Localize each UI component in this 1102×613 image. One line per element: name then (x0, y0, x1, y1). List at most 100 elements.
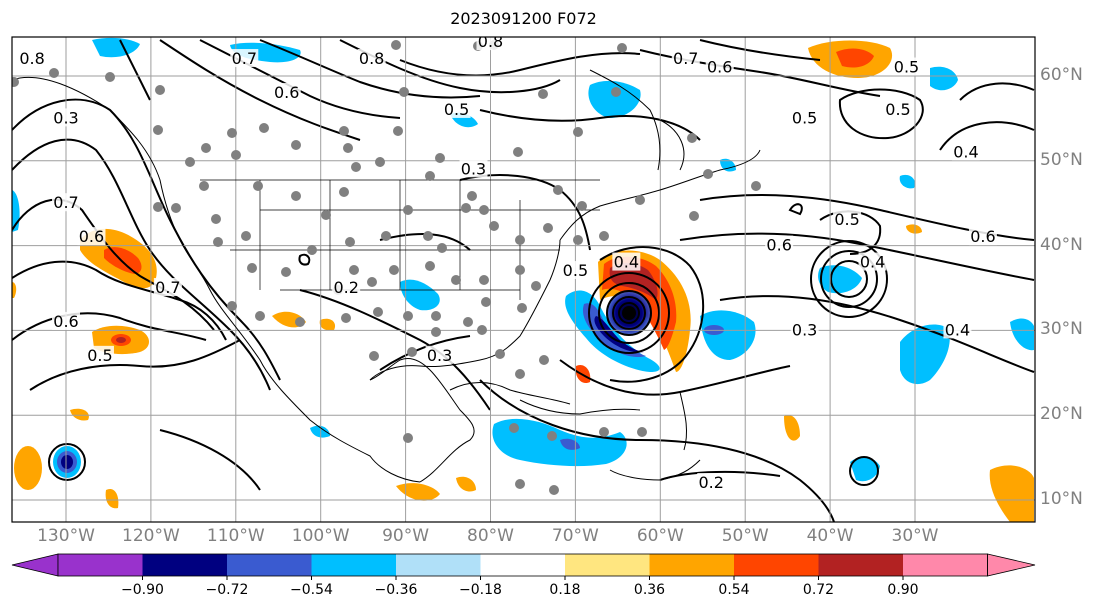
contour-label: 0.4 (614, 253, 639, 272)
colorbar-segment (480, 554, 566, 576)
longitude-label: 50°W (721, 526, 769, 546)
contour-label: 0.6 (970, 227, 995, 246)
colorbar-segment (396, 554, 481, 576)
colorbar-tick-label: 0.18 (549, 582, 581, 598)
latitude-label: 50°N (1040, 149, 1083, 170)
contour-label: 0.5 (87, 346, 112, 365)
contour-label: 0.5 (885, 100, 910, 119)
contour-label-background (612, 252, 641, 271)
contour-label: 0.4 (945, 320, 970, 339)
colorbar-max-extension (987, 553, 1036, 577)
contour-label-background (671, 49, 700, 68)
contour-label-background (52, 108, 80, 127)
colorbar-tick-label: 0.54 (718, 582, 750, 598)
contour-label-background (951, 142, 980, 161)
latitude-label: 30°N (1040, 319, 1083, 340)
coastlines (12, 69, 761, 483)
contour-label-background (943, 320, 972, 339)
colorbar-segment (818, 554, 904, 576)
contour-label: 0.6 (766, 236, 791, 255)
contour-label-background (459, 159, 488, 178)
longitude-label: 130°W (37, 526, 95, 546)
colorbar-segment (565, 554, 650, 576)
contour-label-background (790, 320, 819, 339)
contour-label: 0.3 (427, 346, 452, 365)
latitude-label: 10°N (1040, 489, 1083, 509)
contour-label-background (153, 278, 182, 296)
colorbar-outline (57, 553, 988, 577)
contour-label: 0.5 (792, 108, 817, 127)
storm-center-marker (622, 306, 636, 320)
contour-label: 0.5 (834, 210, 859, 229)
longitude-label: 30°W (891, 526, 939, 546)
colorbar-tick-label: −0.36 (374, 582, 418, 598)
colorbar-segment (311, 554, 397, 576)
colorbar-segment (903, 554, 988, 576)
contour-label: 0.7 (673, 49, 698, 68)
contour-label-background (561, 261, 590, 280)
contour-label: 0.5 (563, 261, 588, 280)
longitude-label: 70°W (551, 526, 599, 546)
contour-label-background (425, 345, 454, 364)
contour-label: 0.5 (444, 100, 469, 119)
contour-label-background (765, 235, 794, 254)
latitude-label: 40°N (1040, 234, 1083, 255)
contour-label: 0.7 (155, 278, 180, 297)
contour-label: 0.3 (53, 108, 78, 127)
latitude-label: 60°N (1040, 65, 1083, 85)
colorbar-segment (734, 554, 819, 576)
colorbar-tick-label: −0.54 (290, 582, 333, 598)
longitude-label: 60°W (636, 526, 684, 546)
colorbar-tick-label: 0.90 (887, 582, 919, 598)
colorbar-tick-label: 0.72 (802, 582, 835, 598)
contour-label-background (230, 49, 259, 68)
contour-label-background (790, 108, 819, 127)
map-frame (11, 36, 1036, 523)
contour-label: 0.2 (333, 278, 358, 297)
contour-label: 0.6 (274, 83, 299, 102)
contour-label: 0.2 (699, 473, 724, 492)
longitude-label: 90°W (382, 526, 430, 546)
contour-label-background (332, 278, 361, 296)
longitude-label: 100°W (291, 526, 350, 546)
contour-labels: 0.80.70.60.80.80.70.60.50.50.50.50.50.30… (18, 32, 997, 492)
contour-label: 0.7 (53, 193, 78, 212)
contour-label-background (52, 311, 80, 330)
colorbar-segment (58, 554, 143, 576)
station-dots (12, 40, 761, 495)
contour-label-background (884, 99, 913, 118)
contour-label: 0.7 (232, 49, 257, 68)
colorbar-tick-label: −0.90 (121, 582, 164, 598)
contour-label-background (357, 49, 386, 68)
contour-label-background (18, 49, 47, 68)
contour-label: 0.4 (860, 253, 885, 272)
contour-label-background (697, 473, 726, 492)
contour-label: 0.8 (478, 32, 503, 51)
contour-label: 0.6 (707, 58, 732, 77)
map-title: 2023091200 F072 (450, 9, 597, 28)
contour-label-background (833, 210, 862, 229)
longitude-label: 80°W (467, 526, 514, 546)
longitude-label: 120°W (122, 526, 180, 546)
contour-label-background (858, 252, 887, 271)
colorbar (11, 553, 1036, 580)
contour-label-background (85, 345, 114, 364)
contour-label: 0.5 (894, 58, 919, 77)
longitude-label: 40°W (806, 526, 854, 546)
contour-label: 0.6 (53, 312, 78, 331)
contour-label-background (968, 227, 997, 246)
colorbar-segment (649, 554, 735, 576)
contour-label-background (442, 99, 471, 118)
contour-label: 0.6 (79, 227, 104, 246)
contour-label-background (52, 193, 80, 212)
colorbar-segment (227, 554, 312, 576)
contour-lines (12, 39, 1035, 522)
contour-label: 0.3 (461, 159, 486, 178)
contour-label-background (272, 82, 301, 101)
longitude-label: 110°W (206, 526, 265, 546)
contour-label-background (705, 57, 734, 76)
colorbar-segment (142, 554, 228, 576)
contour-label: 0.8 (359, 49, 384, 68)
contour-label: 0.8 (19, 49, 44, 68)
